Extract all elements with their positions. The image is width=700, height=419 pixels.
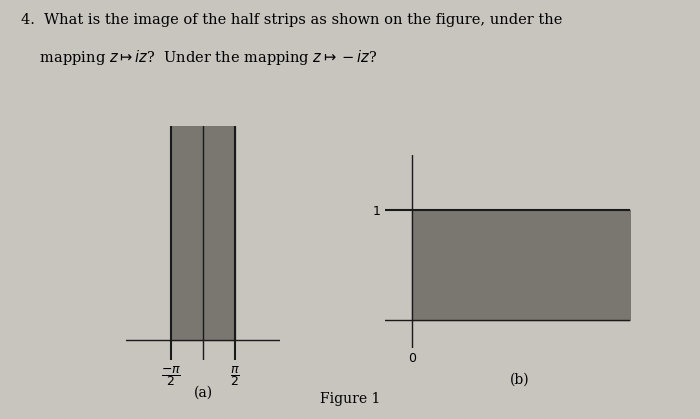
Text: mapping $z\mapsto iz$?  Under the mapping $z\mapsto -iz$?: mapping $z\mapsto iz$? Under the mapping…	[21, 48, 377, 67]
Text: (a): (a)	[193, 385, 213, 399]
Text: Figure 1: Figure 1	[320, 393, 380, 406]
Text: 4.  What is the image of the half strips as shown on the figure, under the: 4. What is the image of the half strips …	[21, 13, 562, 26]
Text: (b): (b)	[510, 373, 530, 387]
